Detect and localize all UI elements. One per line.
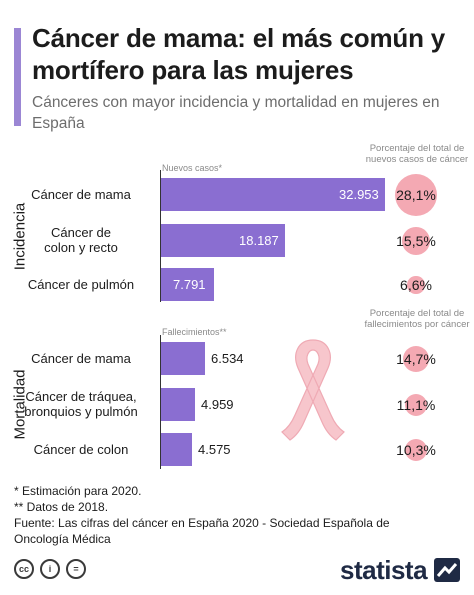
footnote-estimate: * Estimación para 2020. [14,484,142,498]
percentage-circle [402,227,430,255]
deaths-label: Fallecimientos** [162,327,227,337]
bar-value-label: 32.953 [339,187,379,202]
percentage-circle [394,173,438,217]
footnote-data-year: ** Datos de 2018. [14,500,109,514]
source-note: Fuente: Las cifras del cáncer en España … [14,516,390,546]
bar-value-label: 4.575 [198,442,231,457]
no-derivatives-icon[interactable]: = [66,559,86,579]
percentage-circle [407,276,425,294]
percentage-label: 10,3% [396,442,436,458]
row-label: Cáncer de tráquea, bronquios y pulmón [24,389,138,419]
row-label: Cáncer de colon [33,441,129,457]
cc-icon[interactable]: cc [14,559,34,579]
bar [161,268,214,301]
pct-new-cases-header: Porcentaje del total de nuevos casos de … [365,143,469,165]
incidence-axis-line [160,170,161,302]
bar [161,433,192,466]
percentage-label: 14,7% [396,351,436,367]
bar-value-label: 6.534 [211,351,244,366]
bar [161,388,195,421]
percentage-label: 28,1% [396,187,436,203]
row-label: Cáncer de mama [31,186,131,202]
statista-logo-icon [434,558,460,582]
bar [161,178,385,211]
pink-ribbon-icon [281,339,345,441]
statista-logo[interactable]: statista [340,555,428,585]
bar [161,342,205,375]
percentage-circle [402,345,430,373]
row-label: Cáncer de pulmón [27,276,135,292]
new-cases-label: Nuevos casos* [162,163,223,173]
attribution-icon[interactable]: i [40,559,60,579]
pct-deaths-header: Porcentaje del total de fallecimientos p… [364,308,470,330]
title-accent-bar [14,28,21,126]
percentage-circle [405,439,427,461]
bar-value-label: 7.791 [173,277,206,292]
chart-subtitle: Cánceres con mayor incidencia y mortalid… [32,94,440,132]
percentage-label: 6,6% [400,277,432,293]
percentage-circle [404,393,428,417]
bar-value-label: 18.187 [239,233,279,248]
chart-title: Cáncer de mama: el más común y mortífero… [32,23,446,85]
mortality-axis-line [160,335,161,469]
bar [161,224,285,257]
bar-value-label: 4.959 [201,397,234,412]
row-label: Cáncer de colon y recto [44,225,118,255]
row-label: Cáncer de mama [31,350,131,366]
percentage-label: 11,1% [396,397,436,413]
percentage-label: 15,5% [396,233,436,249]
